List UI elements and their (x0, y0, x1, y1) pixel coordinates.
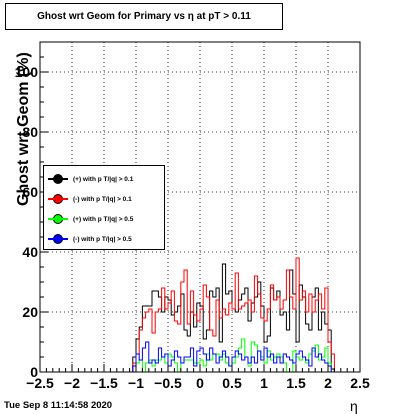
y-tick-label: 100 (15, 64, 39, 80)
x-tick-label: −2.5 (26, 375, 54, 391)
series-1-line (129, 257, 338, 373)
x-tick-label: 0 (196, 375, 204, 391)
legend-entry-3: (-) with p T/|q| > 0.5 (44, 232, 132, 246)
y-tick-label: 60 (22, 184, 38, 200)
axis-ticks (39, 41, 361, 373)
timestamp: Tue Sep 8 11:14:58 2020 (4, 400, 113, 411)
x-tick-label: −2 (64, 375, 80, 391)
legend-label-0: (+) with p T/|q| > 0.1 (73, 175, 134, 183)
y-tick-label: 40 (22, 244, 38, 260)
legend-marker-3 (48, 234, 68, 244)
chart-title: Ghost wrt Geom for Primary vs η at pT > … (5, 3, 283, 30)
y-axis-label: Ghost wrt Geom (%) (15, 52, 32, 206)
series-0-line (129, 263, 338, 373)
x-tick-label: −1 (128, 375, 144, 391)
legend-label-2: (+) with p T/|q| > 0.5 (73, 215, 134, 223)
x-axis-label: η (350, 398, 358, 414)
legend-marker-1 (48, 194, 68, 204)
legend-label-1: (-) with p T/|q| > 0.1 (73, 195, 132, 203)
y-tick-label: 80 (22, 124, 38, 140)
legend-marker-0 (48, 174, 68, 184)
histogram-series (129, 257, 338, 373)
series-3-line (129, 341, 338, 373)
legend-entry-2: (+) with p T/|q| > 0.5 (44, 212, 133, 226)
series-2-line (129, 338, 338, 373)
legend-marker-2 (48, 214, 68, 224)
y-tick-label: 20 (22, 304, 38, 320)
y-tick-label: 0 (30, 364, 38, 380)
x-tick-label: 0.5 (222, 375, 242, 391)
x-tick-label: 1 (260, 375, 268, 391)
x-tick-label: 2 (324, 375, 332, 391)
legend: (+) with p T/|q| > 0.1 (-) with p T/|q| … (43, 165, 165, 250)
legend-label-3: (-) with p T/|q| > 0.5 (73, 235, 132, 243)
x-tick-label: 1.5 (286, 375, 306, 391)
x-tick-label: −1.5 (90, 375, 118, 391)
x-tick-label: −0.5 (154, 375, 182, 391)
tick-labels: −2.5 −2 −1.5 −1 −0.5 0 0.5 1 1.5 2 2.5 0 20 40 60 80 100 (15, 64, 370, 391)
x-tick-label: 2.5 (350, 375, 370, 391)
legend-entry-1: (-) with p T/|q| > 0.1 (44, 192, 132, 206)
legend-entry-0: (+) with p T/|q| > 0.1 (44, 172, 133, 186)
